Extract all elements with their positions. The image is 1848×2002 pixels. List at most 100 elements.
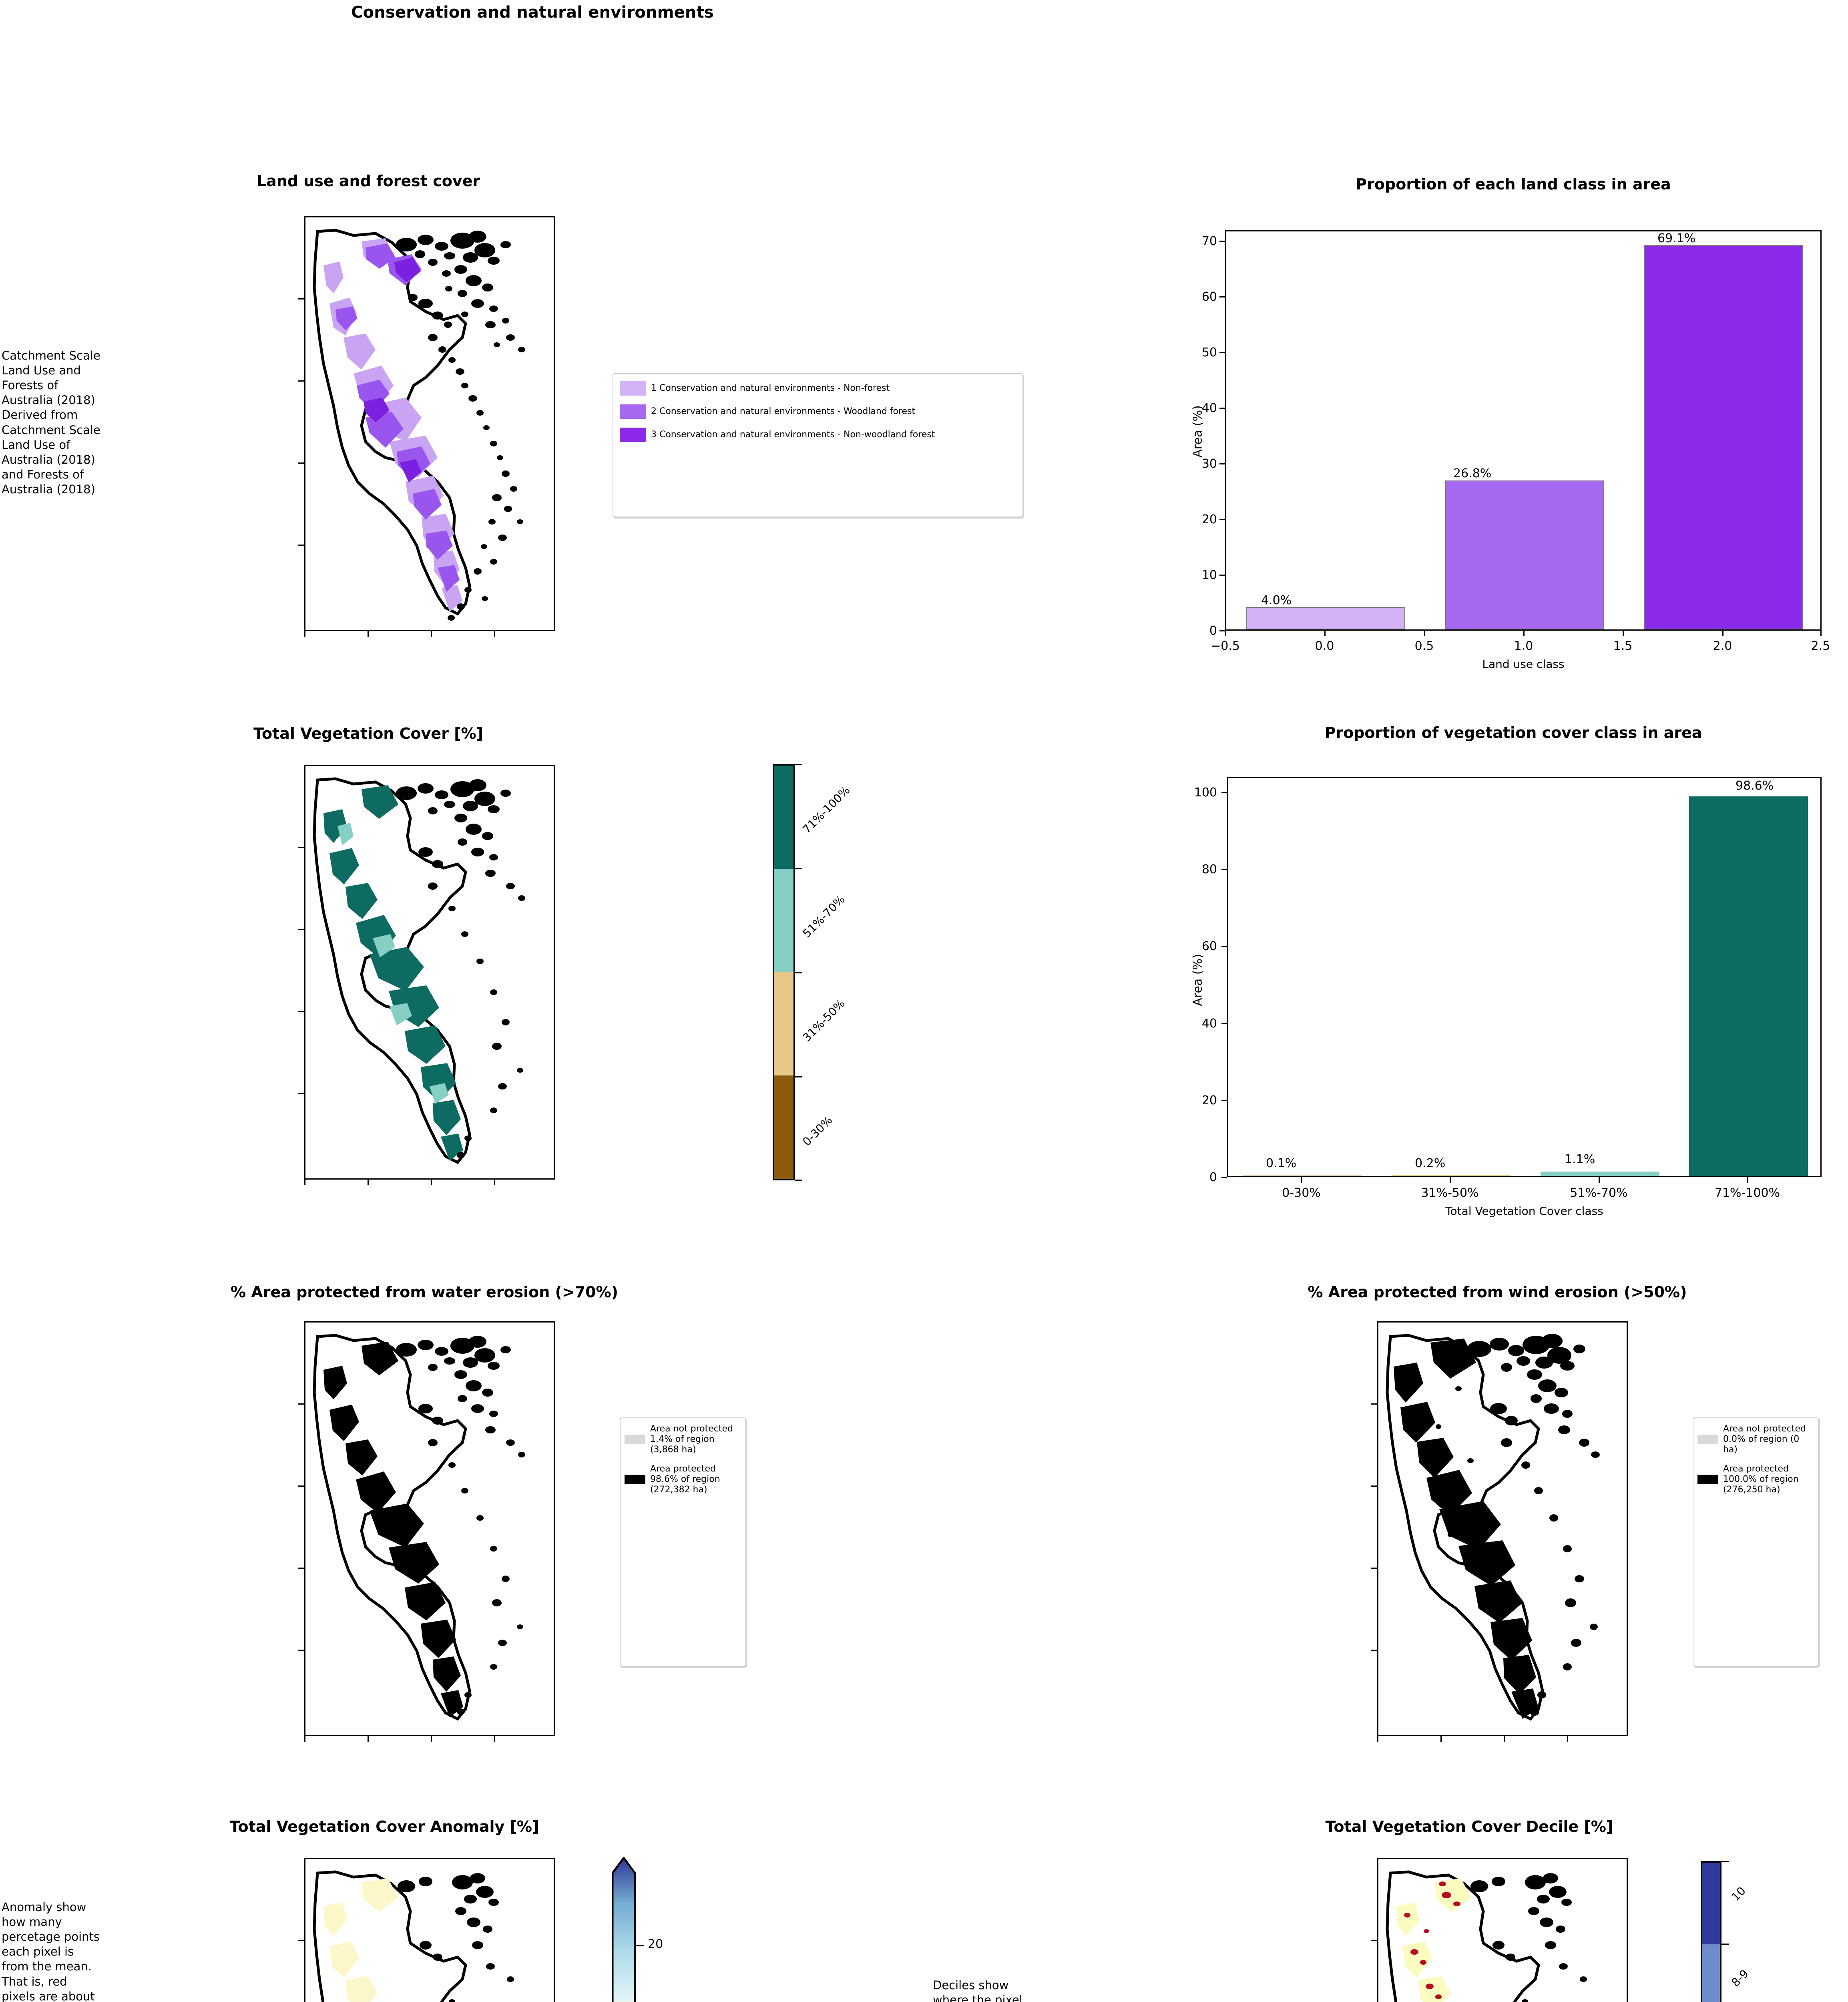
land-use-map — [304, 216, 555, 631]
legend-swatch — [620, 381, 646, 396]
anomaly-map-graphic — [313, 1870, 514, 2002]
legend-swatch — [620, 404, 646, 419]
y-axis-tick-label: 60 — [1201, 290, 1217, 304]
chart-title: Proportion of each land class in area — [1356, 175, 1671, 193]
anomaly-panel-title: Total Vegetation Cover Anomaly [%] — [229, 1818, 539, 1835]
bar-value-label: 1.1% — [1565, 1152, 1595, 1166]
legend-label: Area not protected 0.0% of region (0 ha) — [1723, 1424, 1806, 1455]
colorbar-segment — [774, 1075, 793, 1179]
x-axis-tick-label: −0.5 — [1211, 639, 1240, 653]
anomaly-colorbar — [611, 1856, 636, 2002]
anomaly-side-note: Anomaly show how many percetage points e… — [2, 1900, 100, 2002]
x-axis-tick-label: 1.0 — [1514, 639, 1533, 653]
wind-erosion-map — [1377, 1321, 1628, 1736]
y-axis-tick-label: 60 — [1201, 939, 1217, 953]
bar — [1541, 1172, 1659, 1176]
colorbar-segment — [1702, 1944, 1720, 2002]
bar — [1445, 480, 1604, 629]
legend-item: Area not protected 1.4% of region (3,868… — [625, 1424, 741, 1455]
colorbar-segment — [774, 766, 793, 869]
x-axis-tick-label: 71%-100% — [1714, 1186, 1780, 1200]
legend-label: Area protected 98.6% of region (272,382 … — [650, 1463, 720, 1495]
x-axis-label: Land use class — [1482, 657, 1565, 671]
decile-colorbar — [1701, 1861, 1721, 2002]
land-use-map-graphic — [313, 229, 525, 621]
decile-map — [1377, 1858, 1628, 2002]
wind-erosion-panel-title: % Area protected from wind erosion (>50%… — [1308, 1283, 1687, 1301]
bar-value-label: 26.8% — [1453, 466, 1492, 480]
legend-label: Area not protected 1.4% of region (3,868… — [650, 1424, 733, 1455]
colorbar-tick-label: 8-9 — [1729, 1967, 1752, 1990]
y-axis-tick-label: 0 — [1209, 1170, 1217, 1184]
y-axis-tick-label: 80 — [1201, 862, 1217, 876]
y-axis-tick-label: 0 — [1209, 624, 1217, 638]
veg-cover-map-graphic — [313, 777, 525, 1164]
bar-value-label: 98.6% — [1736, 779, 1774, 793]
colorbar-segment — [774, 869, 793, 972]
veg-cover-panel-title: Total Vegetation Cover [%] — [253, 725, 483, 742]
colorbar-tick-label: 31%-50% — [800, 997, 848, 1045]
x-axis-tick-label: 2.0 — [1713, 639, 1732, 653]
water-erosion-panel-title: % Area protected from water erosion (>70… — [230, 1283, 619, 1301]
legend-swatch — [620, 428, 646, 442]
legend-item: 1 Conservation and natural environments … — [620, 381, 1016, 396]
y-axis-tick-label: 30 — [1201, 457, 1217, 471]
y-axis-tick-label: 50 — [1201, 346, 1217, 360]
chart-title: Proportion of vegetation cover class in … — [1324, 724, 1702, 742]
water-erosion-map — [304, 1321, 555, 1736]
colorbar-tick-label: 51%-70% — [800, 892, 848, 941]
legend-item: Area protected 98.6% of region (272,382 … — [625, 1464, 741, 1495]
y-axis-label: Area (%) — [1191, 405, 1205, 458]
bar — [1689, 796, 1808, 1176]
colorbar-tick-label: 10 — [1729, 1884, 1748, 1904]
x-axis-tick-label: 31%-50% — [1421, 1186, 1479, 1200]
y-axis-tick-label: 70 — [1201, 234, 1217, 248]
land-class-bar-chart: Proportion of each land class in area 4.… — [1177, 168, 1848, 673]
legend-swatch — [1697, 1474, 1718, 1484]
x-axis-tick-label: 0.0 — [1315, 639, 1334, 653]
y-axis-tick-label: 20 — [1201, 1093, 1217, 1108]
y-axis-tick-label: 20 — [1201, 513, 1217, 527]
legend-item: 2 Conservation and natural environments … — [620, 404, 1016, 419]
wind-erosion-legend: Area not protected 0.0% of region (0 ha)… — [1693, 1417, 1819, 1666]
legend-label: 1 Conservation and natural environments … — [651, 383, 890, 394]
decile-map-graphic — [1386, 1870, 1587, 2002]
colorbar-tick-label: 0-30% — [800, 1114, 835, 1149]
colorbar-segment — [1702, 1863, 1720, 1945]
bar — [1392, 1175, 1511, 1176]
land-use-panel-title: Land use and forest cover — [256, 172, 480, 190]
bar-value-label: 0.1% — [1266, 1156, 1297, 1170]
legend-item: Area not protected 0.0% of region (0 ha) — [1697, 1424, 1814, 1455]
x-axis-tick-label: 0.5 — [1414, 639, 1434, 653]
x-axis-label: Total Vegetation Cover class — [1445, 1204, 1603, 1218]
legend-label: Area protected 100.0% of region (276,250… — [1723, 1463, 1799, 1495]
colorbar-segment — [774, 972, 793, 1075]
y-axis-tick-label: 100 — [1194, 786, 1217, 800]
x-axis-tick-label: 51%-70% — [1570, 1186, 1628, 1200]
veg-cover-map — [304, 765, 555, 1180]
veg-cover-colorbar — [773, 764, 795, 1180]
colorbar-tick-label: 20 — [648, 1937, 663, 1951]
land-use-legend: 1 Conservation and natural environments … — [613, 373, 1023, 517]
anomaly-map — [304, 1858, 555, 2002]
chart-plot-area — [1227, 777, 1822, 1177]
water-erosion-legend: Area not protected 1.4% of region (3,868… — [620, 1417, 746, 1666]
veg-class-bar-chart: Proportion of vegetation cover class in … — [1177, 717, 1848, 1221]
bar-value-label: 0.2% — [1415, 1156, 1446, 1170]
x-axis-tick-label: 0-30% — [1282, 1186, 1321, 1200]
decile-panel-title: Total Vegetation Cover Decile [%] — [1325, 1818, 1613, 1835]
bar — [1644, 245, 1803, 629]
water-erosion-map-graphic — [313, 1334, 525, 1721]
legend-item: Area protected 100.0% of region (276,250… — [1697, 1464, 1814, 1495]
legend-label: 2 Conservation and natural environments … — [651, 406, 916, 417]
land-use-side-note: Catchment Scale Land Use and Forests of … — [2, 349, 100, 496]
y-axis-tick-label: 10 — [1201, 568, 1217, 582]
x-axis-tick-label: 1.5 — [1613, 639, 1633, 653]
bar-value-label: 4.0% — [1261, 593, 1292, 607]
colorbar-tick-label: 71%-100% — [800, 784, 853, 836]
y-axis-label: Area (%) — [1191, 954, 1205, 1006]
legend-swatch — [625, 1434, 645, 1444]
legend-item: 3 Conservation and natural environments … — [620, 428, 1016, 442]
legend-swatch — [1697, 1434, 1718, 1444]
wind-erosion-map-graphic — [1386, 1334, 1600, 1721]
